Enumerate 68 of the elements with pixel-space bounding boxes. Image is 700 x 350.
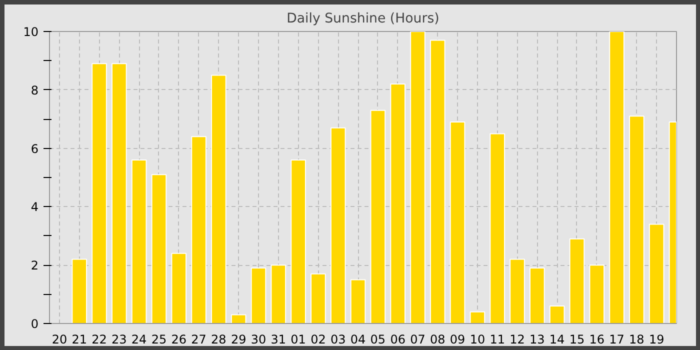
bar	[510, 258, 525, 324]
x-tick-label: 12	[510, 332, 525, 346]
x-tick-label: 16	[589, 332, 605, 346]
x-tick-label: 20	[52, 332, 68, 346]
bar	[151, 174, 167, 324]
x-tick-label: 11	[490, 332, 506, 346]
bar	[450, 122, 466, 324]
x-tick-label: 23	[112, 332, 127, 346]
y-tick-label: 0	[30, 317, 39, 331]
bar	[112, 63, 127, 324]
bar	[569, 238, 585, 324]
bar	[211, 74, 226, 324]
x-tick-label: 02	[310, 332, 326, 346]
bar	[410, 32, 426, 324]
x-tick-label: 31	[270, 332, 286, 346]
chart-title: Daily Sunshine (Hours)	[286, 12, 440, 26]
x-tick-label: 10	[470, 332, 486, 346]
y-tick-label: 2	[30, 258, 39, 273]
bar	[490, 133, 506, 324]
bar	[470, 311, 486, 324]
x-tick-label: 25	[151, 332, 167, 346]
x-tick-label: 30	[250, 332, 266, 346]
bar	[629, 116, 644, 324]
y-tick-label: 10	[23, 25, 39, 39]
bar	[92, 63, 107, 324]
bar	[549, 305, 565, 324]
bar	[191, 136, 206, 324]
x-tick-label: 19	[648, 332, 664, 346]
x-tick-label: 05	[370, 332, 386, 346]
bar	[430, 40, 446, 324]
x-tick-label: 01	[290, 332, 306, 346]
bar	[350, 279, 366, 324]
bar	[609, 32, 624, 324]
bar	[530, 268, 545, 324]
bar	[330, 127, 346, 324]
bar	[390, 84, 406, 324]
bar	[250, 268, 266, 324]
bar	[370, 110, 386, 324]
x-tick-label: 18	[629, 332, 644, 346]
x-tick-label: 09	[450, 332, 466, 346]
bar	[310, 273, 326, 324]
y-tick-label: 8	[30, 83, 39, 98]
x-tick-label: 15	[569, 332, 585, 346]
bar	[171, 252, 187, 324]
x-tick-label: 22	[92, 332, 107, 346]
y-tick-label: 6	[30, 142, 39, 156]
x-tick-label: 04	[350, 332, 366, 346]
x-tick-label: 06	[390, 332, 406, 346]
bar	[589, 264, 605, 324]
x-tick-label: 27	[191, 332, 206, 346]
x-tick-label: 26	[171, 332, 187, 346]
x-tick-label: 21	[72, 332, 88, 346]
x-tick-label: 03	[330, 332, 346, 346]
bar	[72, 258, 88, 324]
bar	[648, 224, 664, 324]
bar	[290, 159, 306, 324]
x-tick-label: 28	[211, 332, 226, 346]
x-tick-label: 08	[430, 332, 446, 346]
bar	[230, 314, 246, 324]
bar	[131, 159, 147, 324]
x-tick-label: 14	[549, 332, 565, 346]
x-tick-label: 17	[609, 332, 624, 346]
x-tick-label: 29	[230, 332, 246, 346]
bar	[270, 264, 286, 324]
x-tick-label: 24	[131, 332, 147, 346]
x-tick-label: 13	[530, 332, 545, 346]
x-tick-label: 07	[410, 332, 426, 346]
y-tick-label: 4	[30, 200, 39, 214]
